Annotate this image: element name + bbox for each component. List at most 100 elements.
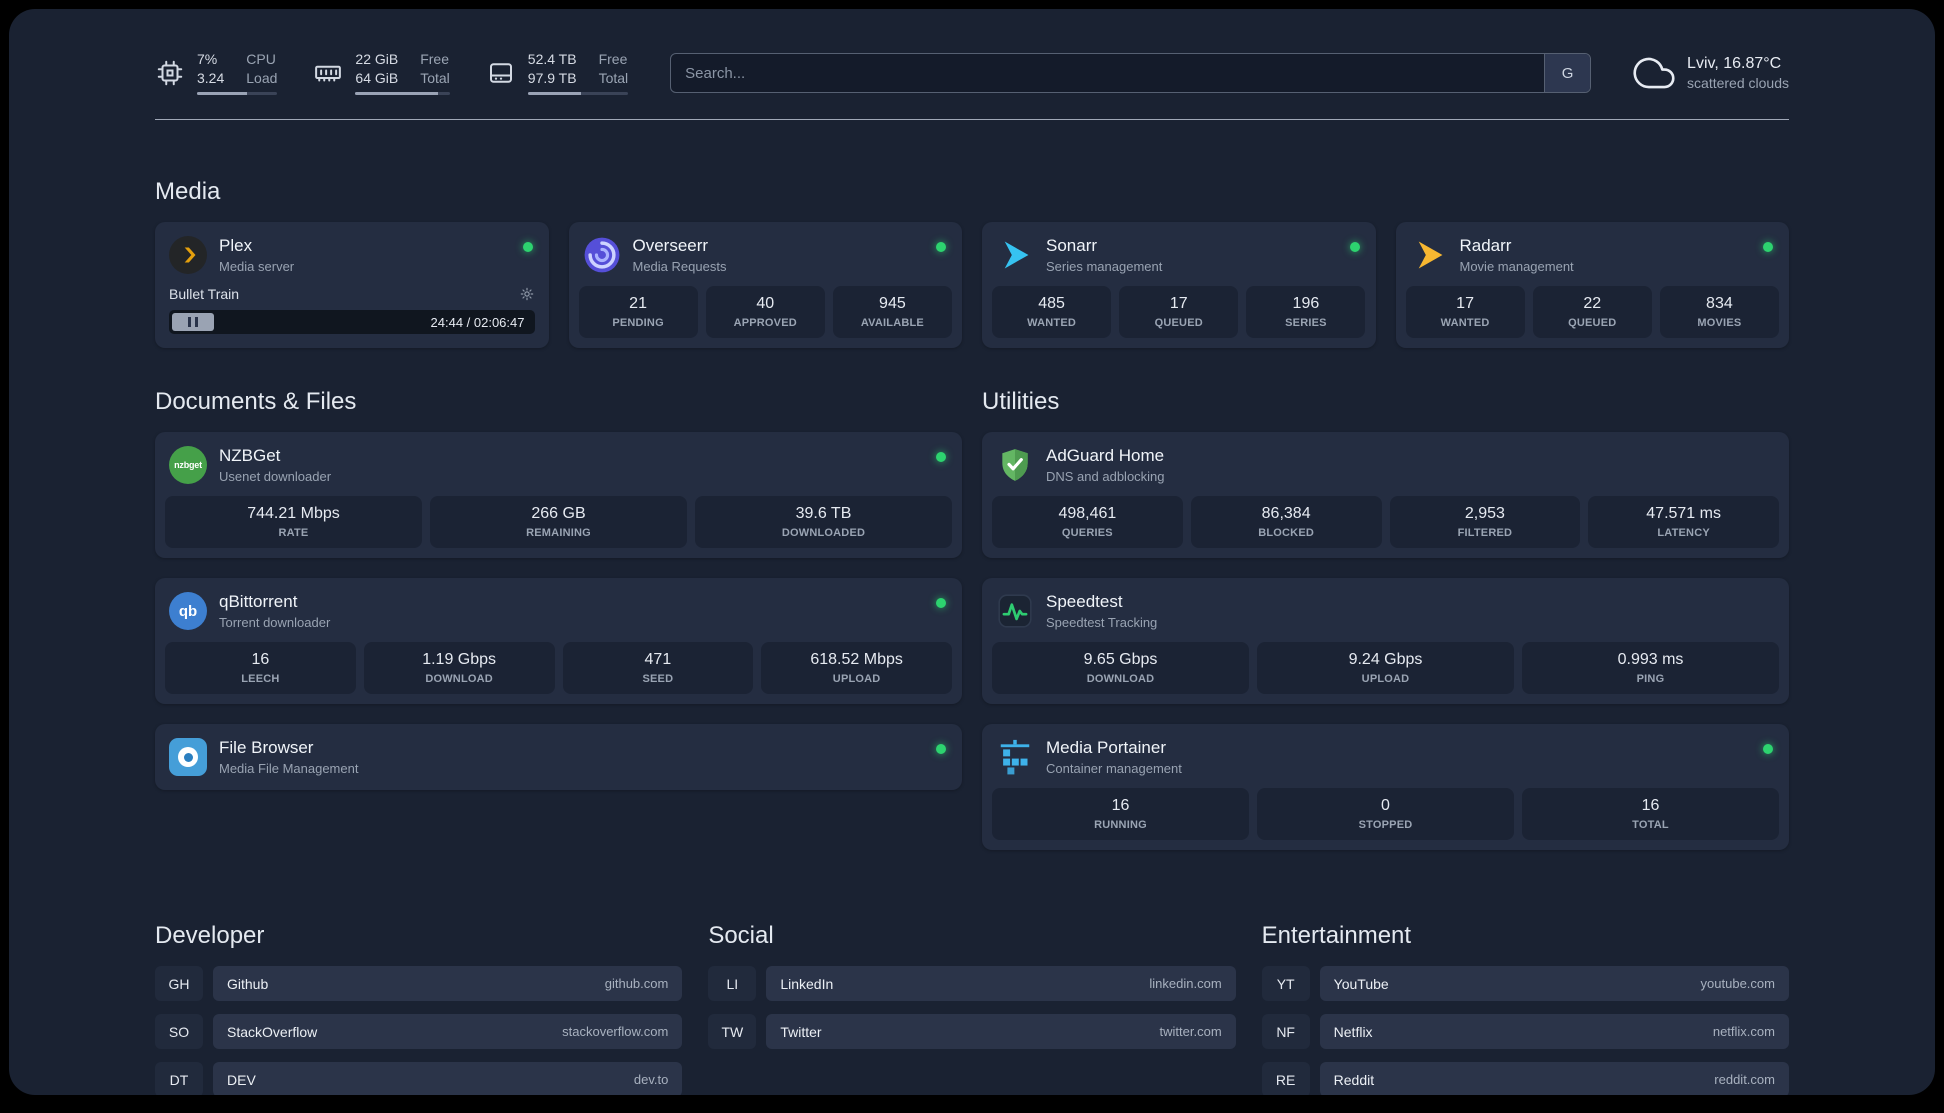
radarr-header[interactable]: Radarr Movie management [1406,232,1780,286]
stat-tile: 17 QUEUED [1119,286,1239,338]
disk-widget: 52.4 TB Free 97.9 TB Total [486,51,629,95]
stat-tile: 47.571 ms LATENCY [1588,496,1779,548]
stat-label: FILTERED [1457,527,1513,539]
bookmark-link[interactable]: DEV dev.to [213,1062,683,1095]
bookmark-github[interactable]: GH Github github.com [155,966,683,1001]
stat-tile: 21 PENDING [578,286,698,338]
bookmark-reddit[interactable]: RE Reddit reddit.com [1261,1062,1789,1095]
bookmark-link[interactable]: Twitter twitter.com [766,1014,1236,1049]
bookmark-abbr[interactable]: GH [155,966,203,1001]
bookmark-domain: reddit.com [1714,1072,1775,1087]
bookmark-name: Reddit [1333,1071,1375,1088]
disk-free-value: 52.4 TB [527,51,577,67]
playback-time: 24:44 / 02:06:47 [430,314,525,330]
overseerr-header[interactable]: Overseerr Media Requests [579,232,953,286]
stat-label: MOVIES [1697,317,1742,329]
service-subtitle: Movie management [1459,259,1574,274]
section-utilities: Utilities [982,388,1789,850]
sonarr-header[interactable]: Sonarr Series management [992,232,1366,286]
bookmark-domain: dev.to [633,1072,669,1087]
stat-tile: 618.52 Mbps UPLOAD [761,642,952,694]
bookmark-abbr[interactable]: RE [1261,1062,1310,1095]
stat-label: STOPPED [1358,819,1413,831]
service-card-plex: Plex Media server Bullet Train [155,222,549,348]
stat-tile: 266 GB REMAINING [430,496,687,548]
nzbget-header[interactable]: nzbget NZBGet Usenet downloader [165,442,952,496]
stat-tile: 22 QUEUED [1532,286,1652,338]
section-title-media: Media [155,178,221,205]
bookmark-domain: youtube.com [1700,976,1775,991]
stat-value: 22 [1583,295,1602,312]
pause-button[interactable] [172,313,214,331]
stat-label: UPLOAD [832,673,881,685]
bookmark-netflix[interactable]: NF Netflix netflix.com [1261,1014,1789,1049]
search-provider-button[interactable]: G [1544,54,1591,92]
service-subtitle: Speedtest Tracking [1046,615,1158,630]
bookmark-link[interactable]: Netflix netflix.com [1319,1014,1789,1049]
filebrowser-header[interactable]: File Browser Media File Management [165,734,952,780]
qbittorrent-icon: qb [169,592,207,630]
stat-value: 16 [1111,797,1130,814]
status-dot [936,744,946,754]
bookmark-abbr[interactable]: NF [1261,1014,1310,1049]
bookmark-link[interactable]: StackOverflow stackoverflow.com [213,1014,683,1049]
stat-tile: 39.6 TB DOWNLOADED [695,496,952,548]
stat-value: 498,461 [1058,505,1117,522]
cpu-usage-value: 7% [197,51,218,67]
bookmark-dev[interactable]: DT DEV dev.to [155,1062,683,1095]
portainer-header[interactable]: Media Portainer Container management [992,734,1779,788]
bookmark-link[interactable]: Github github.com [213,966,683,1001]
disk-bar [527,92,629,95]
bookmark-abbr[interactable]: LI [708,966,757,1001]
gear-icon[interactable] [519,286,535,302]
cpu-icon [155,58,185,88]
bookmark-link[interactable]: LinkedIn linkedin.com [766,966,1236,1001]
stat-label: QUERIES [1061,527,1113,539]
bookmark-youtube[interactable]: YT YouTube youtube.com [1261,966,1789,1001]
service-card-radarr: Radarr Movie management 17 WANTED 22 QUE… [1395,222,1789,348]
search-input[interactable] [671,54,1545,92]
bookmark-link[interactable]: Reddit reddit.com [1319,1062,1789,1095]
stat-value: 39.6 TB [795,505,852,522]
stat-label: APPROVED [733,317,797,329]
radarr-icon [1410,236,1448,274]
service-title: Sonarr [1046,236,1098,255]
disk-total-value: 97.9 TB [527,69,577,86]
stat-label: LEECH [241,673,280,685]
stat-value: 266 GB [531,505,586,522]
bookmark-twitter[interactable]: TW Twitter twitter.com [708,1014,1236,1049]
stat-tile: 196 SERIES [1246,286,1366,338]
bookmark-name: Twitter [780,1023,822,1040]
disk-total-label: Total [598,69,629,86]
cpu-widget: 7% CPU 3.24 Load [155,51,278,95]
bookmark-linkedin[interactable]: LI LinkedIn linkedin.com [708,966,1236,1001]
stat-label: DOWNLOADED [781,527,866,539]
stat-value: 9.24 Gbps [1348,651,1423,668]
qbittorrent-header[interactable]: qb qBittorrent Torrent downloader [165,588,952,642]
plex-header[interactable]: Plex Media server [165,232,539,286]
bookmark-link[interactable]: YouTube youtube.com [1319,966,1789,1001]
memory-widget: 22 GiB Free 64 GiB Total [313,51,450,95]
memory-total-label: Total [420,69,450,86]
stat-tile: 2,953 FILTERED [1389,496,1581,548]
status-dot [1763,744,1773,754]
bookmark-abbr[interactable]: TW [708,1014,757,1049]
adguard-header[interactable]: AdGuard Home DNS and adblocking [992,442,1779,496]
stat-label: TOTAL [1632,819,1669,831]
bookmark-abbr[interactable]: YT [1261,966,1310,1001]
stat-value: 40 [756,295,775,312]
speedtest-header[interactable]: Speedtest Speedtest Tracking [992,588,1779,642]
service-title: Speedtest [1046,592,1123,611]
bookmark-stackoverflow[interactable]: SO StackOverflow stackoverflow.com [155,1014,683,1049]
stat-value: 2,953 [1464,505,1505,522]
service-subtitle: DNS and adblocking [1046,469,1165,484]
player-progress-bar[interactable]: 24:44 / 02:06:47 [169,310,535,334]
stat-tile: 9.24 Gbps UPLOAD [1257,642,1514,694]
stat-tile: 471 SEED [562,642,754,694]
bookmark-group-developer: Developer GH Github github.com SO StackO… [155,922,683,1095]
service-subtitle: Torrent downloader [219,615,331,630]
stat-tile: 498,461 QUERIES [992,496,1183,548]
bookmark-abbr[interactable]: SO [155,1014,203,1049]
service-title: Media Portainer [1046,738,1167,757]
bookmark-abbr[interactable]: DT [155,1062,203,1095]
